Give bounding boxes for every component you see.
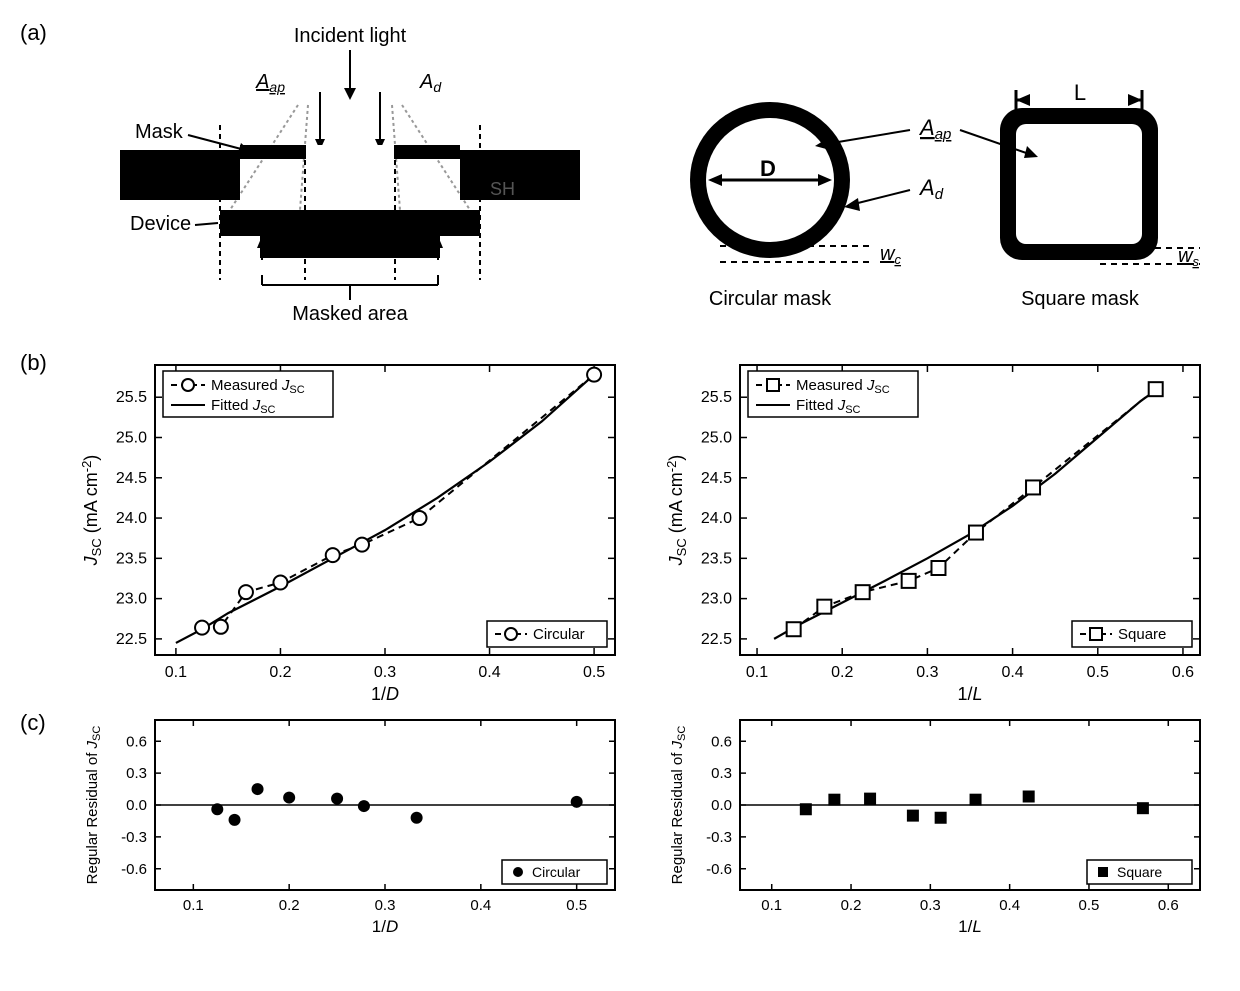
svg-text:0.1: 0.1	[165, 664, 187, 681]
svg-text:0.6: 0.6	[1158, 897, 1179, 914]
svg-text:Ad: Ad	[918, 175, 944, 203]
svg-text:-0.6: -0.6	[121, 861, 147, 878]
svg-text:0.3: 0.3	[126, 765, 147, 782]
svg-text:D: D	[760, 156, 776, 181]
svg-text:0.6: 0.6	[711, 733, 732, 750]
svg-text:-0.6: -0.6	[706, 861, 732, 878]
svg-text:0.5: 0.5	[566, 897, 587, 914]
svg-text:0.4: 0.4	[470, 897, 491, 914]
svg-text:-0.3: -0.3	[121, 829, 147, 846]
panel-c-label: (c)	[20, 710, 46, 736]
svg-text:Masked area: Masked area	[292, 303, 408, 325]
svg-text:Square mask: Square mask	[1021, 288, 1140, 310]
svg-text:wc: wc	[880, 243, 901, 267]
chart-jsc-square: 0.1 0.2 0.3 0.4 0.5 0.6 22.5 23.0 23.5 24.0 24.5 25…	[660, 350, 1220, 710]
svg-text:0.6: 0.6	[126, 733, 147, 750]
diagram-masks: D Aap Ad wc Circular mask L	[660, 50, 1220, 330]
svg-text:Incident light: Incident light	[294, 25, 407, 47]
svg-text:0.5: 0.5	[1087, 664, 1109, 681]
svg-text:1/D: 1/D	[372, 917, 398, 936]
svg-text:JSC (mA cm-2): JSC (mA cm-2)	[79, 455, 104, 567]
svg-text:24.5: 24.5	[701, 470, 732, 487]
svg-text:1/D: 1/D	[371, 684, 399, 704]
svg-text:0.1: 0.1	[183, 897, 204, 914]
svg-text:Device: Device	[130, 213, 191, 235]
svg-text:23.5: 23.5	[701, 550, 732, 567]
svg-text:0.1: 0.1	[746, 664, 768, 681]
svg-text:0.4: 0.4	[478, 664, 500, 681]
chart-jsc-circular: 0.1 0.2 0.3 0.4 0.5 22.5 23.0 23.5 24.0 24.5 25.0 2…	[75, 350, 635, 710]
svg-text:0.4: 0.4	[999, 897, 1020, 914]
svg-text:ws: ws	[1178, 245, 1199, 269]
svg-text:22.5: 22.5	[116, 631, 147, 648]
svg-text:25.0: 25.0	[701, 430, 732, 447]
panel-c: (c) 0.1 0.2 0.3 0.4 0.5 -0.6 -0.3 0.0 0.3 0.6 1/D R…	[20, 710, 1220, 940]
svg-text:0.0: 0.0	[126, 797, 147, 814]
svg-text:23.5: 23.5	[116, 550, 147, 567]
svg-text:L: L	[1074, 80, 1086, 105]
svg-text:22.5: 22.5	[701, 631, 732, 648]
chart-residual-square: 0.1 0.2 0.3 0.4 0.5 0.6 -0.6 -0.3 0.0 0.3 0.6 1/L Re…	[660, 710, 1220, 940]
svg-text:Circular: Circular	[533, 626, 585, 643]
svg-text:24.5: 24.5	[116, 470, 147, 487]
svg-text:0.0: 0.0	[711, 797, 732, 814]
svg-text:Square: Square	[1117, 864, 1162, 880]
panel-b-label: (b)	[20, 350, 47, 376]
svg-text:25.5: 25.5	[116, 389, 147, 406]
svg-text:0.6: 0.6	[1172, 664, 1194, 681]
svg-text:Aap: Aap	[918, 115, 951, 143]
svg-text:24.0: 24.0	[701, 510, 732, 527]
svg-text:0.3: 0.3	[711, 765, 732, 782]
svg-text:JSC (mA cm-2): JSC (mA cm-2)	[664, 455, 689, 567]
svg-text:24.0: 24.0	[116, 510, 147, 527]
svg-text:0.3: 0.3	[920, 897, 941, 914]
panel-a: (a) Incident light Aap Ad	[20, 20, 1220, 340]
svg-text:23.0: 23.0	[116, 591, 147, 608]
figure-container: (a) Incident light Aap Ad	[20, 20, 1220, 940]
svg-text:Regular Residual of JSC: Regular Residual of JSC	[84, 726, 103, 885]
svg-text:25.5: 25.5	[701, 389, 732, 406]
svg-text:-0.3: -0.3	[706, 829, 732, 846]
svg-text:0.2: 0.2	[279, 897, 300, 914]
chart-residual-circular: 0.1 0.2 0.3 0.4 0.5 -0.6 -0.3 0.0 0.3 0.6 1/D Regul…	[75, 710, 635, 940]
svg-text:Ad: Ad	[419, 71, 442, 95]
svg-text:25.0: 25.0	[116, 430, 147, 447]
svg-text:0.2: 0.2	[841, 897, 862, 914]
svg-text:0.1: 0.1	[761, 897, 782, 914]
svg-text:Square: Square	[1118, 626, 1166, 643]
svg-text:0.5: 0.5	[1079, 897, 1100, 914]
svg-text:23.0: 23.0	[701, 591, 732, 608]
diagram-cross-section: Incident light Aap Ad	[90, 20, 610, 330]
svg-text:1/L: 1/L	[957, 684, 982, 704]
svg-text:0.3: 0.3	[375, 897, 396, 914]
svg-text:Regular Residual of JSC: Regular Residual of JSC	[669, 726, 688, 885]
panel-b: (b) 0.1 0.2 0.3 0.4 0.5 22.5 23.0 23.5 24.0 24.5 2…	[20, 350, 1220, 710]
svg-text:Mask: Mask	[135, 121, 184, 143]
svg-text:0.3: 0.3	[374, 664, 396, 681]
svg-text:Aap: Aap	[255, 71, 285, 95]
svg-text:0.3: 0.3	[916, 664, 938, 681]
svg-text:1/L: 1/L	[958, 917, 982, 936]
panel-a-label: (a)	[20, 20, 47, 46]
svg-text:Circular: Circular	[532, 864, 581, 880]
svg-text:SH: SH	[490, 179, 515, 199]
svg-text:0.4: 0.4	[1001, 664, 1023, 681]
svg-text:0.5: 0.5	[583, 664, 605, 681]
svg-text:0.2: 0.2	[831, 664, 853, 681]
svg-text:0.2: 0.2	[269, 664, 291, 681]
svg-text:Circular mask: Circular mask	[709, 288, 832, 310]
